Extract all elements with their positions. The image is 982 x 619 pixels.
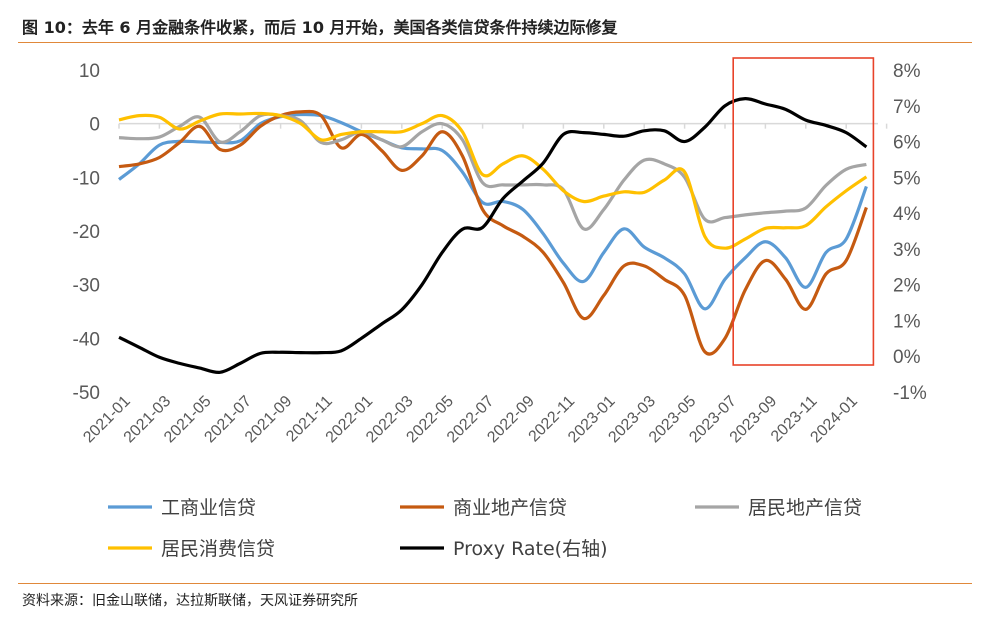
source-note: 资料来源：旧金山联储，达拉斯联储，天风证券研究所	[22, 593, 358, 609]
legend-item: Proxy Rate(右轴)	[400, 538, 607, 560]
legend-item: 工商业信贷	[108, 497, 256, 519]
legend-label: 商业地产信贷	[453, 497, 567, 519]
y-tick-label: -50	[73, 383, 100, 404]
series-line-0	[118, 112, 868, 311]
series-lines	[118, 57, 875, 375]
y2-tick-label: 6%	[893, 133, 921, 154]
y2-tick-label: 5%	[893, 168, 921, 189]
title-divider	[18, 42, 972, 43]
y2-tick-label: -1%	[893, 383, 927, 404]
series-line-1	[118, 109, 868, 356]
y2-tick-label: 1%	[893, 311, 921, 332]
legend-label: 居民消费信贷	[161, 538, 275, 560]
series-line-4	[118, 97, 868, 375]
y-tick-label: -40	[73, 329, 100, 350]
legend-item: 居民消费信贷	[108, 538, 275, 560]
source-divider	[18, 583, 972, 584]
series-line-2	[118, 112, 867, 231]
y-tick-label: -20	[73, 222, 100, 243]
highlight-box	[732, 57, 875, 366]
y-tick-label: -10	[73, 168, 100, 189]
legend-item: 居民地产信贷	[695, 497, 862, 519]
legend-label: 工商业信贷	[161, 497, 256, 519]
legend-label: Proxy Rate(右轴)	[453, 538, 607, 560]
legend-label: 居民地产信贷	[748, 497, 862, 519]
y2-tick-label: 3%	[893, 240, 921, 261]
y2-tick-label: 2%	[893, 276, 921, 297]
y-tick-label: 0	[89, 115, 100, 136]
y-tick-label: 10	[79, 61, 100, 82]
series-line-3	[118, 111, 868, 250]
y2-tick-label: 4%	[893, 204, 921, 225]
legend-item: 商业地产信贷	[400, 497, 567, 519]
y2-tick-label: 8%	[893, 61, 921, 82]
y-tick-label: -30	[73, 276, 100, 297]
figure-title: 图 10：去年 6 月金融条件收紧，而后 10 月开始，美国各类信贷条件持续边际…	[22, 18, 618, 37]
y2-tick-label: 0%	[893, 347, 921, 368]
y2-tick-label: 7%	[893, 97, 921, 118]
